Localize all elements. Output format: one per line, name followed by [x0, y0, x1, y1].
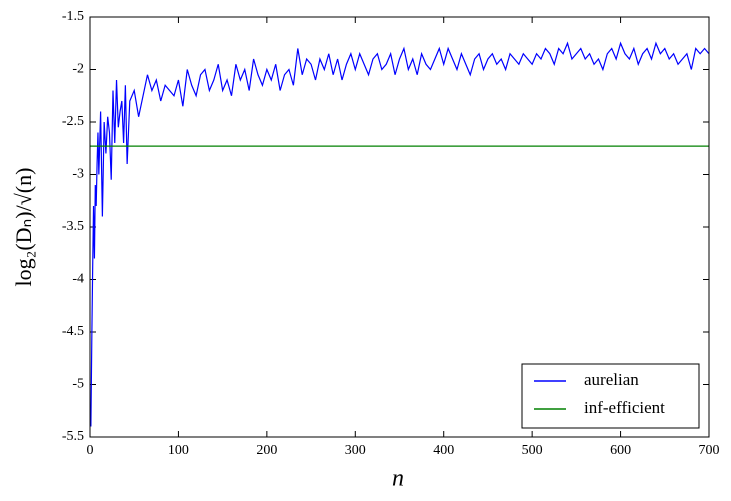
legend-label: inf-efficient	[584, 398, 665, 417]
x-axis-label: n	[392, 466, 404, 492]
x-tick-label: 0	[87, 443, 94, 458]
y-tick-label: -4.5	[62, 324, 84, 339]
legend-box	[521, 363, 700, 429]
y-axis-label: log₂(Dₙ)/√(n)	[11, 168, 36, 287]
x-tick-label: 300	[345, 443, 366, 458]
x-tick-label: 400	[433, 443, 454, 458]
series-line	[90, 41, 710, 427]
x-tick-label: 700	[699, 443, 720, 458]
x-tick-label: 500	[522, 443, 543, 458]
legend-label: aurelian	[584, 370, 639, 389]
x-tick-label: 600	[610, 443, 631, 458]
y-tick-label: -3.5	[62, 219, 84, 234]
y-tick-label: -5.5	[62, 429, 84, 444]
y-tick-label: -4	[72, 272, 84, 287]
y-tick-label: -2.5	[62, 114, 84, 129]
x-tick-label: 200	[256, 443, 277, 458]
y-tick-label: -1.5	[62, 9, 84, 24]
y-tick-label: -2	[72, 62, 84, 77]
plot-frame	[89, 16, 710, 438]
x-tick-label: 100	[168, 443, 189, 458]
y-tick-label: -3	[72, 167, 84, 182]
y-tick-label: -5	[72, 377, 84, 392]
